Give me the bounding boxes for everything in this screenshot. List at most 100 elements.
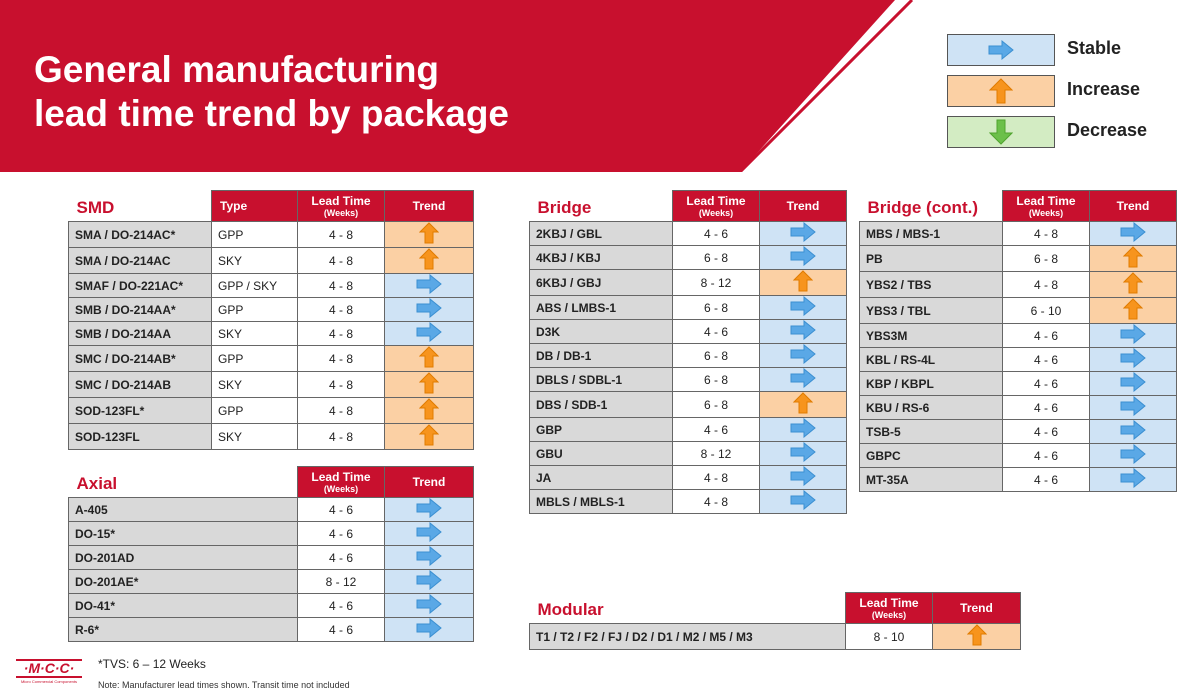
lead-time-note: Note: Manufacturer lead times shown. Tra… <box>98 680 350 690</box>
arrow-right-icon <box>1091 468 1176 491</box>
lead-time-cell: 4 - 8 <box>297 423 385 450</box>
arrow-down-icon <box>989 119 1013 145</box>
lead-time-cell: 4 - 8 <box>297 273 385 298</box>
trend-cell <box>759 391 847 418</box>
lead-time-cell: 6 - 8 <box>672 391 760 418</box>
table-row: SOD-123FL SKY 4 - 8 <box>68 423 474 450</box>
lead-time-cell: 4 - 6 <box>1002 371 1090 396</box>
lead-time-cell: 4 - 8 <box>297 345 385 372</box>
trend-cell <box>384 397 474 424</box>
trend-cell <box>759 221 847 246</box>
trend-cell <box>1089 347 1177 372</box>
table-row: KBL / RS-4L 4 - 6 <box>859 347 1177 372</box>
table-row: A-405 4 - 6 <box>68 497 474 522</box>
table-row: SMA / DO-214AC SKY 4 - 8 <box>68 247 474 274</box>
trend-cell <box>384 273 474 298</box>
arrow-right-icon <box>1091 372 1176 395</box>
column-header-lead-time: Lead Time (Weeks) <box>297 466 385 498</box>
trend-cell <box>932 623 1021 650</box>
package-cell: DO-201AE* <box>68 569 298 594</box>
lead-time-cell: 4 - 6 <box>672 221 760 246</box>
lead-time-cell: 6 - 8 <box>672 295 760 320</box>
table-row: DO-15* 4 - 6 <box>68 521 474 546</box>
package-cell: SMAF / DO-221AC* <box>68 273 212 298</box>
trend-cell <box>759 417 847 442</box>
arrow-right-icon <box>386 546 473 569</box>
trend-cell <box>759 465 847 490</box>
arrow-up-icon <box>386 248 473 273</box>
lead-time-cell: 4 - 6 <box>297 617 385 642</box>
table-row: DO-41* 4 - 6 <box>68 593 474 618</box>
lead-time-cell: 4 - 6 <box>672 319 760 344</box>
page-title-line1: General manufacturing <box>34 49 440 90</box>
lead-time-cell: 4 - 6 <box>297 521 385 546</box>
legend-label: Decrease <box>1067 120 1148 140</box>
type-cell: SKY <box>211 247 298 274</box>
lead-time-cell: 8 - 10 <box>845 623 933 650</box>
arrow-right-icon <box>1091 324 1176 347</box>
package-cell: KBU / RS-6 <box>859 395 1003 420</box>
table-row: D3K 4 - 6 <box>529 319 847 344</box>
trend-cell <box>384 545 474 570</box>
table-row: PB 6 - 8 <box>859 245 1177 272</box>
arrow-up-icon <box>386 424 473 449</box>
trend-cell <box>384 521 474 546</box>
package-cell: GBP <box>529 417 673 442</box>
arrow-up-icon <box>386 222 473 247</box>
package-cell: DO-201AD <box>68 545 298 570</box>
lead-time-cell: 4 - 8 <box>297 371 385 398</box>
arrow-right-icon <box>1091 396 1176 419</box>
trend-cell <box>759 367 847 392</box>
lead-time-cell: 8 - 12 <box>672 441 760 466</box>
trend-cell <box>759 245 847 270</box>
bridge-cont-table: Bridge (cont.) Lead Time (Weeks) Trend MB… <box>859 190 1177 492</box>
arrow-right-icon <box>988 39 1014 61</box>
legend-swatch-stable <box>947 34 1055 66</box>
package-cell: MBS / MBS-1 <box>859 221 1003 246</box>
package-cell: SMC / DO-214AB* <box>68 345 212 372</box>
arrow-right-icon <box>761 320 846 343</box>
trend-cell <box>384 423 474 450</box>
tvs-footnote: *TVS: 6 – 12 Weeks <box>98 657 206 671</box>
arrow-up-icon <box>386 372 473 397</box>
table-title: Axial <box>76 474 118 493</box>
arrow-right-icon <box>1091 420 1176 443</box>
type-cell: SKY <box>211 371 298 398</box>
arrow-right-icon <box>1091 348 1176 371</box>
column-header-lead-time: Lead Time (Weeks) <box>672 190 760 222</box>
trend-cell <box>1089 467 1177 492</box>
lead-time-cell: 4 - 6 <box>297 545 385 570</box>
header-banner <box>0 0 914 172</box>
lead-time-cell: 4 - 6 <box>297 497 385 522</box>
column-header-lead-time: Lead Time (Weeks) <box>845 592 933 624</box>
package-cell: 6KBJ / GBJ <box>529 269 673 296</box>
table-row: ABS / LMBS-1 6 - 8 <box>529 295 847 320</box>
arrow-up-icon <box>1091 246 1176 271</box>
modular-table: Modular Lead Time (Weeks) Trend T1 / T2 /… <box>529 592 1021 650</box>
table-row: SOD-123FL* GPP 4 - 8 <box>68 397 474 424</box>
package-cell: ABS / LMBS-1 <box>529 295 673 320</box>
package-cell: SMA / DO-214AC* <box>68 221 212 248</box>
arrow-right-icon <box>386 322 473 345</box>
table-row: DBS / SDB-1 6 - 8 <box>529 391 847 418</box>
arrow-up-icon <box>989 78 1013 104</box>
package-cell: SMB / DO-214AA* <box>68 297 212 322</box>
table-row: TSB-5 4 - 6 <box>859 419 1177 444</box>
arrow-up-icon <box>934 624 1020 649</box>
type-cell: GPP <box>211 345 298 372</box>
lead-time-cell: 4 - 8 <box>297 297 385 322</box>
package-cell: GBU <box>529 441 673 466</box>
package-cell: 4KBJ / KBJ <box>529 245 673 270</box>
trend-cell <box>384 617 474 642</box>
trend-cell <box>384 321 474 346</box>
package-cell: DBS / SDB-1 <box>529 391 673 418</box>
logo-text: ·M·C·C· <box>16 659 82 678</box>
table-row: DO-201AE* 8 - 12 <box>68 569 474 594</box>
type-cell: SKY <box>211 321 298 346</box>
trend-cell <box>384 569 474 594</box>
trend-cell <box>384 345 474 372</box>
column-header-trend: Trend <box>932 592 1021 624</box>
arrow-right-icon <box>761 442 846 465</box>
trend-cell <box>384 221 474 248</box>
